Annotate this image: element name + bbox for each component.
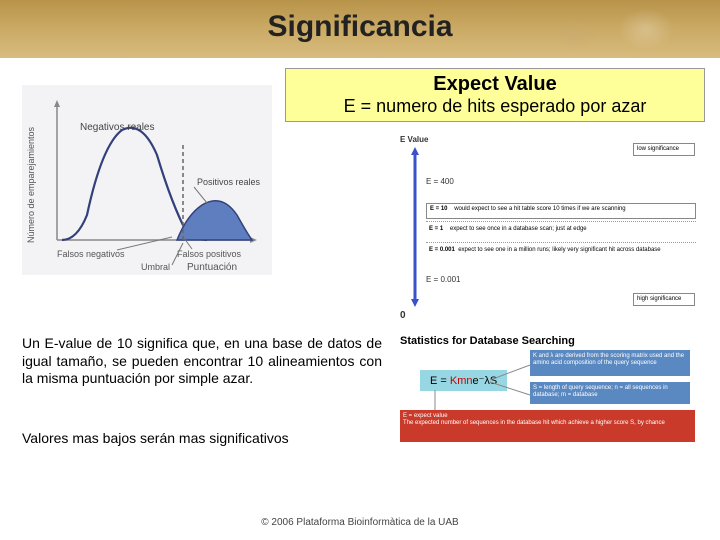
ev-row-10: E = 10 would expect to see a hit table s… bbox=[426, 203, 696, 219]
page-title: Significancia bbox=[267, 10, 452, 44]
svg-text:Número de emparejamientos: Número de emparejamientos bbox=[26, 126, 36, 243]
stats-bluebox-2: S = length of query sequence; n = all se… bbox=[530, 382, 690, 404]
footer-copyright: © 2006 Plataforma Bioinformàtica de la U… bbox=[261, 517, 458, 528]
svg-text:Falsos positivos: Falsos positivos bbox=[177, 249, 242, 259]
stats-redbox: E = expect value The expected number of … bbox=[400, 410, 695, 442]
expect-formula: E = numero de hits esperado por azar bbox=[296, 96, 694, 117]
distribution-plot: Número de emparejamientos Puntuación Neg… bbox=[22, 85, 272, 275]
dist-plot-svg: Número de emparejamientos Puntuación Neg… bbox=[22, 85, 272, 275]
expect-heading: Expect Value bbox=[296, 73, 694, 96]
ev-header: E Value bbox=[400, 135, 428, 144]
ev-zero: 0 bbox=[400, 310, 406, 321]
stats-connectors bbox=[490, 360, 535, 405]
header-decoration bbox=[520, 0, 700, 58]
ev-tick-400: E = 400 bbox=[426, 177, 454, 186]
ev-row-1: E = 1 expect to see once in a database s… bbox=[426, 224, 696, 240]
svg-text:Negativos reales: Negativos reales bbox=[80, 122, 154, 133]
svg-text:Umbral: Umbral bbox=[141, 262, 170, 272]
explain-text-2: Valores mas bajos serán mas significativ… bbox=[22, 430, 382, 446]
ev-row-001: E = 0.001 expect to see one in a million… bbox=[426, 245, 696, 261]
ev-low-sig: low significance bbox=[633, 143, 695, 156]
ev-high-sig: high significance bbox=[633, 293, 695, 306]
expect-value-box: Expect Value E = numero de hits esperado… bbox=[285, 68, 705, 122]
explain-text-1: Un E-value de 10 significa que, en una b… bbox=[22, 335, 382, 388]
evalue-scale-diagram: E Value 0 low significance high signific… bbox=[398, 135, 703, 325]
svg-text:Puntuación: Puntuación bbox=[187, 262, 237, 273]
ev-arrow-svg bbox=[410, 147, 420, 307]
svg-text:Positivos reales: Positivos reales bbox=[197, 177, 261, 187]
stats-bluebox-1: K and λ are derived from the scoring mat… bbox=[530, 350, 690, 376]
stats-down-connector bbox=[430, 390, 440, 412]
ev-tick-0001: E = 0.001 bbox=[426, 275, 460, 284]
svg-text:Falsos negativos: Falsos negativos bbox=[57, 249, 125, 259]
stats-diagram: E = Kmne⁻λS K and λ are derived from the… bbox=[400, 350, 700, 460]
stats-title: Statistics for Database Searching bbox=[400, 335, 575, 347]
